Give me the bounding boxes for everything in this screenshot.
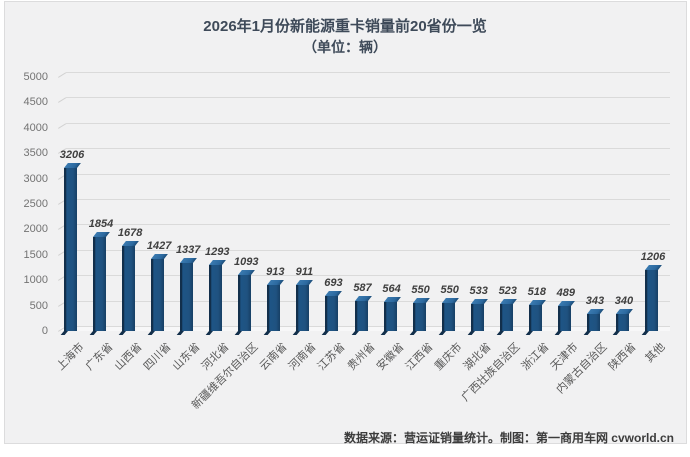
bar-value-label: 3206 xyxy=(59,149,85,162)
bar xyxy=(615,313,629,331)
bar xyxy=(325,295,339,331)
bar-value-label: 1093 xyxy=(234,256,259,269)
bar-value-label: 550 xyxy=(411,284,430,297)
bar-value-label: 533 xyxy=(469,284,488,297)
gridline xyxy=(66,148,670,150)
bar-value-label: 550 xyxy=(440,284,459,297)
y-axis-label: 500 xyxy=(29,299,48,312)
bar-value-label: 343 xyxy=(585,294,605,307)
bar xyxy=(64,168,77,331)
bar xyxy=(586,313,600,331)
bar-value-label: 1427 xyxy=(146,239,172,252)
gridline xyxy=(66,249,670,251)
y-axis-label: 1000 xyxy=(23,274,48,287)
bar-value-label: 340 xyxy=(614,294,634,307)
gridline xyxy=(66,300,670,302)
bar-value-label: 693 xyxy=(324,276,343,289)
chart-subtitle: （单位：辆） xyxy=(303,39,387,55)
bar xyxy=(296,284,310,331)
bar xyxy=(354,301,368,331)
y-axis-label: 2500 xyxy=(23,198,48,210)
bar-value-label: 587 xyxy=(353,282,372,295)
gridline xyxy=(66,72,670,73)
y-axis-label: 4500 xyxy=(23,96,48,109)
bar xyxy=(499,304,513,331)
y-axis-label: 2000 xyxy=(23,223,48,236)
title-block: 2026年1月份新能源重卡销量前20省份一览 （单位：辆） xyxy=(0,16,690,57)
bar-value-label: 564 xyxy=(382,283,401,296)
bar xyxy=(122,245,136,331)
bar-value-label: 1678 xyxy=(117,226,143,239)
bar-value-label: 1206 xyxy=(640,250,666,263)
bar xyxy=(238,275,252,331)
bar-value-label: 913 xyxy=(266,265,285,278)
bar-value-label: 1337 xyxy=(175,244,201,257)
y-axis-label: 5000 xyxy=(23,71,48,83)
bar-value-label: 523 xyxy=(498,285,517,298)
gridline xyxy=(66,122,670,124)
bar xyxy=(383,302,397,331)
gridline xyxy=(66,275,670,277)
bar-value-label: 1293 xyxy=(205,246,230,259)
gridline xyxy=(66,199,670,200)
gridline xyxy=(66,97,670,99)
bar-value-label: 489 xyxy=(556,287,576,300)
chart-panel xyxy=(4,1,687,444)
y-axis-label: 3000 xyxy=(23,172,48,185)
bar xyxy=(441,303,455,331)
bar xyxy=(557,306,571,331)
bar xyxy=(267,284,281,331)
bar xyxy=(645,269,658,331)
y-axis-label: 3500 xyxy=(23,147,48,160)
chart-title: 2026年1月份新能源重卡销量前20省份一览 xyxy=(203,18,487,35)
bar xyxy=(93,236,107,331)
bar xyxy=(151,258,165,331)
y-axis-label: 1500 xyxy=(23,248,48,261)
chart-source-note: 数据来源：营运证销量统计。制图：第一商用车网 cvworld.cn xyxy=(343,431,674,445)
bar-value-label: 1854 xyxy=(88,217,114,230)
bar xyxy=(470,303,484,331)
gridline xyxy=(66,224,670,226)
y-axis-label: 0 xyxy=(41,325,48,337)
bar-value-label: 518 xyxy=(527,285,546,298)
bar xyxy=(412,303,426,331)
bar xyxy=(209,265,223,331)
gridline xyxy=(66,173,670,175)
bar xyxy=(528,304,542,331)
bar-value-label: 911 xyxy=(295,265,314,278)
bar xyxy=(180,263,194,331)
gridline xyxy=(66,326,670,327)
y-axis-label: 4000 xyxy=(23,121,48,134)
